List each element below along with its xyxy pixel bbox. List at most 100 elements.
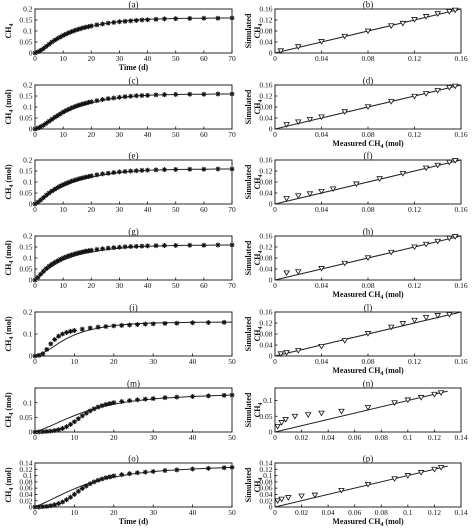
panel-e-ylabel: CH4 (mol) xyxy=(4,164,15,200)
panel-c-point xyxy=(122,94,128,100)
panel-l-ytick-label: 0.12 xyxy=(259,319,272,328)
panel-g-point xyxy=(105,245,111,251)
panel-i-xtick-label: 10 xyxy=(71,357,79,366)
panel-i-ytick-label: 0 xyxy=(29,352,33,361)
panel-a-point xyxy=(77,26,83,32)
panel-p-ytick-label: 0.04 xyxy=(259,490,272,499)
panel-l-point xyxy=(411,317,418,324)
panel-e-point xyxy=(187,166,193,172)
panel-a-point xyxy=(116,19,122,25)
panel-m-xtick-label: 40 xyxy=(189,433,197,442)
panel-g-xtick-label: 40 xyxy=(144,281,152,290)
panel-f-xtick-label: 0.16 xyxy=(454,205,467,214)
panel-m-point xyxy=(87,408,93,414)
panel-o-ytick-label: 0.04 xyxy=(19,490,32,499)
panel-f-point xyxy=(283,196,290,202)
panel-o-xtick-label: 20 xyxy=(110,508,118,517)
panel-n-ytick-label: 0 xyxy=(269,428,273,437)
panel-n-point xyxy=(274,423,281,430)
panel-o-point xyxy=(150,468,156,474)
panel-e-xtick-label: 0 xyxy=(33,205,37,214)
panel-g-point xyxy=(43,266,49,272)
panel-a-point xyxy=(133,17,139,23)
panel-d-point xyxy=(434,88,442,94)
panel-m-point xyxy=(221,392,227,398)
panel-c-point xyxy=(77,102,83,108)
panel-i-point xyxy=(71,327,77,333)
panel-c-point xyxy=(55,113,61,119)
panel-p-ylabel: Simulated CH4 xyxy=(244,467,264,502)
panel-e-point xyxy=(57,183,63,189)
panel-n-point xyxy=(318,410,325,417)
panel-g-point xyxy=(57,256,63,262)
panel-c-point xyxy=(215,91,221,97)
panel-e-point xyxy=(35,199,41,205)
panel-l-xlabel: Measured CH4 (mol) xyxy=(332,366,404,377)
panel-n: (n)0 0.02 0.04 0.06 0.08 0.1 0.12 0.1400.050.1S… xyxy=(244,379,468,443)
panel-a-point xyxy=(74,27,80,33)
panel-p-axes xyxy=(274,462,462,508)
panel-g-ytick-label: 0.2 xyxy=(23,232,33,241)
panel-n-ytick-label: 0.1 xyxy=(263,396,273,405)
panel-d-point xyxy=(283,122,290,128)
panel-h-point xyxy=(283,270,290,277)
panel-f-identity-line xyxy=(274,159,462,205)
panel-e-point xyxy=(111,170,117,176)
panel-a-ytick-label: 0.15 xyxy=(19,16,32,25)
panel-i-xtick-label: 50 xyxy=(228,357,236,366)
svg-text:CH4 (mol): CH4 (mol) xyxy=(4,89,15,125)
panel-n-ytick-label: 0.05 xyxy=(259,412,272,421)
panel-c-point xyxy=(80,101,86,107)
panel-p-xtick-label: 0.1 xyxy=(403,508,413,517)
panel-f-point xyxy=(399,171,407,177)
panel-a-point xyxy=(173,16,179,22)
svg-text:CH4: CH4 xyxy=(4,24,15,39)
panel-d-ytick-label: 0.08 xyxy=(259,103,272,112)
panel-c-label: (c) xyxy=(129,76,139,86)
panel-i-ylabel: CH4 (mol) xyxy=(4,316,15,352)
panel-a-xtick-label: 10 xyxy=(59,54,67,63)
panel-i-xtick-label: 40 xyxy=(189,357,197,366)
panel-c-point xyxy=(69,105,75,111)
panel-p-point xyxy=(311,492,319,499)
panel-l-point xyxy=(399,321,407,327)
panel-h-xtick-label: 0.08 xyxy=(361,281,374,290)
panel-m-point xyxy=(190,394,196,400)
panel-c-point xyxy=(128,93,134,99)
panel-o-ytick-label: 0.1 xyxy=(23,471,33,480)
panel-m-point xyxy=(134,397,140,403)
panel-p-xtick-label: 0.06 xyxy=(348,508,361,517)
svg-text:CH4 (mol): CH4 (mol) xyxy=(4,316,15,352)
panel-l-point xyxy=(422,315,430,321)
panel-a-point xyxy=(139,17,145,23)
panel-f-ylabel: Simulated CH4 xyxy=(244,164,264,199)
panel-l-ytick-label: 0.04 xyxy=(259,341,272,350)
panel-o-xtick-label: 40 xyxy=(189,508,197,517)
panel-p-label: (p) xyxy=(363,454,374,464)
panel-n-xtick-label: 0.06 xyxy=(348,433,361,442)
panel-p-point xyxy=(274,498,281,504)
panel-c-point xyxy=(116,94,122,100)
panel-g-point xyxy=(69,252,75,258)
panel-i-point xyxy=(174,320,180,326)
panel-a-ytick-label: 0.1 xyxy=(23,27,33,36)
panel-e-point xyxy=(49,188,55,194)
panel-i-point xyxy=(127,322,133,328)
panel-g-point xyxy=(35,274,41,280)
panel-o-xtick-label: 10 xyxy=(71,508,79,517)
panel-h: (h)0 0.04 0.08 0.12 0.1600.040.080.120.16Mea… xyxy=(244,227,468,302)
panel-d-xtick-label: 0 xyxy=(273,130,277,139)
panel-a-point xyxy=(94,22,100,28)
panel-f-point xyxy=(376,176,383,182)
panel-g-point xyxy=(215,242,221,248)
panel-p-point xyxy=(338,487,345,494)
panel-g-point xyxy=(49,261,55,267)
panel-g-point xyxy=(111,245,117,251)
panel-e-ytick-label: 0.15 xyxy=(19,167,32,176)
panel-m-axes xyxy=(34,387,233,433)
panel-b-point xyxy=(364,28,372,35)
svg-text:CH4: CH4 xyxy=(253,478,264,493)
panel-o-point xyxy=(103,475,109,481)
panel-n-point xyxy=(437,390,445,396)
panel-m-point xyxy=(119,398,125,404)
